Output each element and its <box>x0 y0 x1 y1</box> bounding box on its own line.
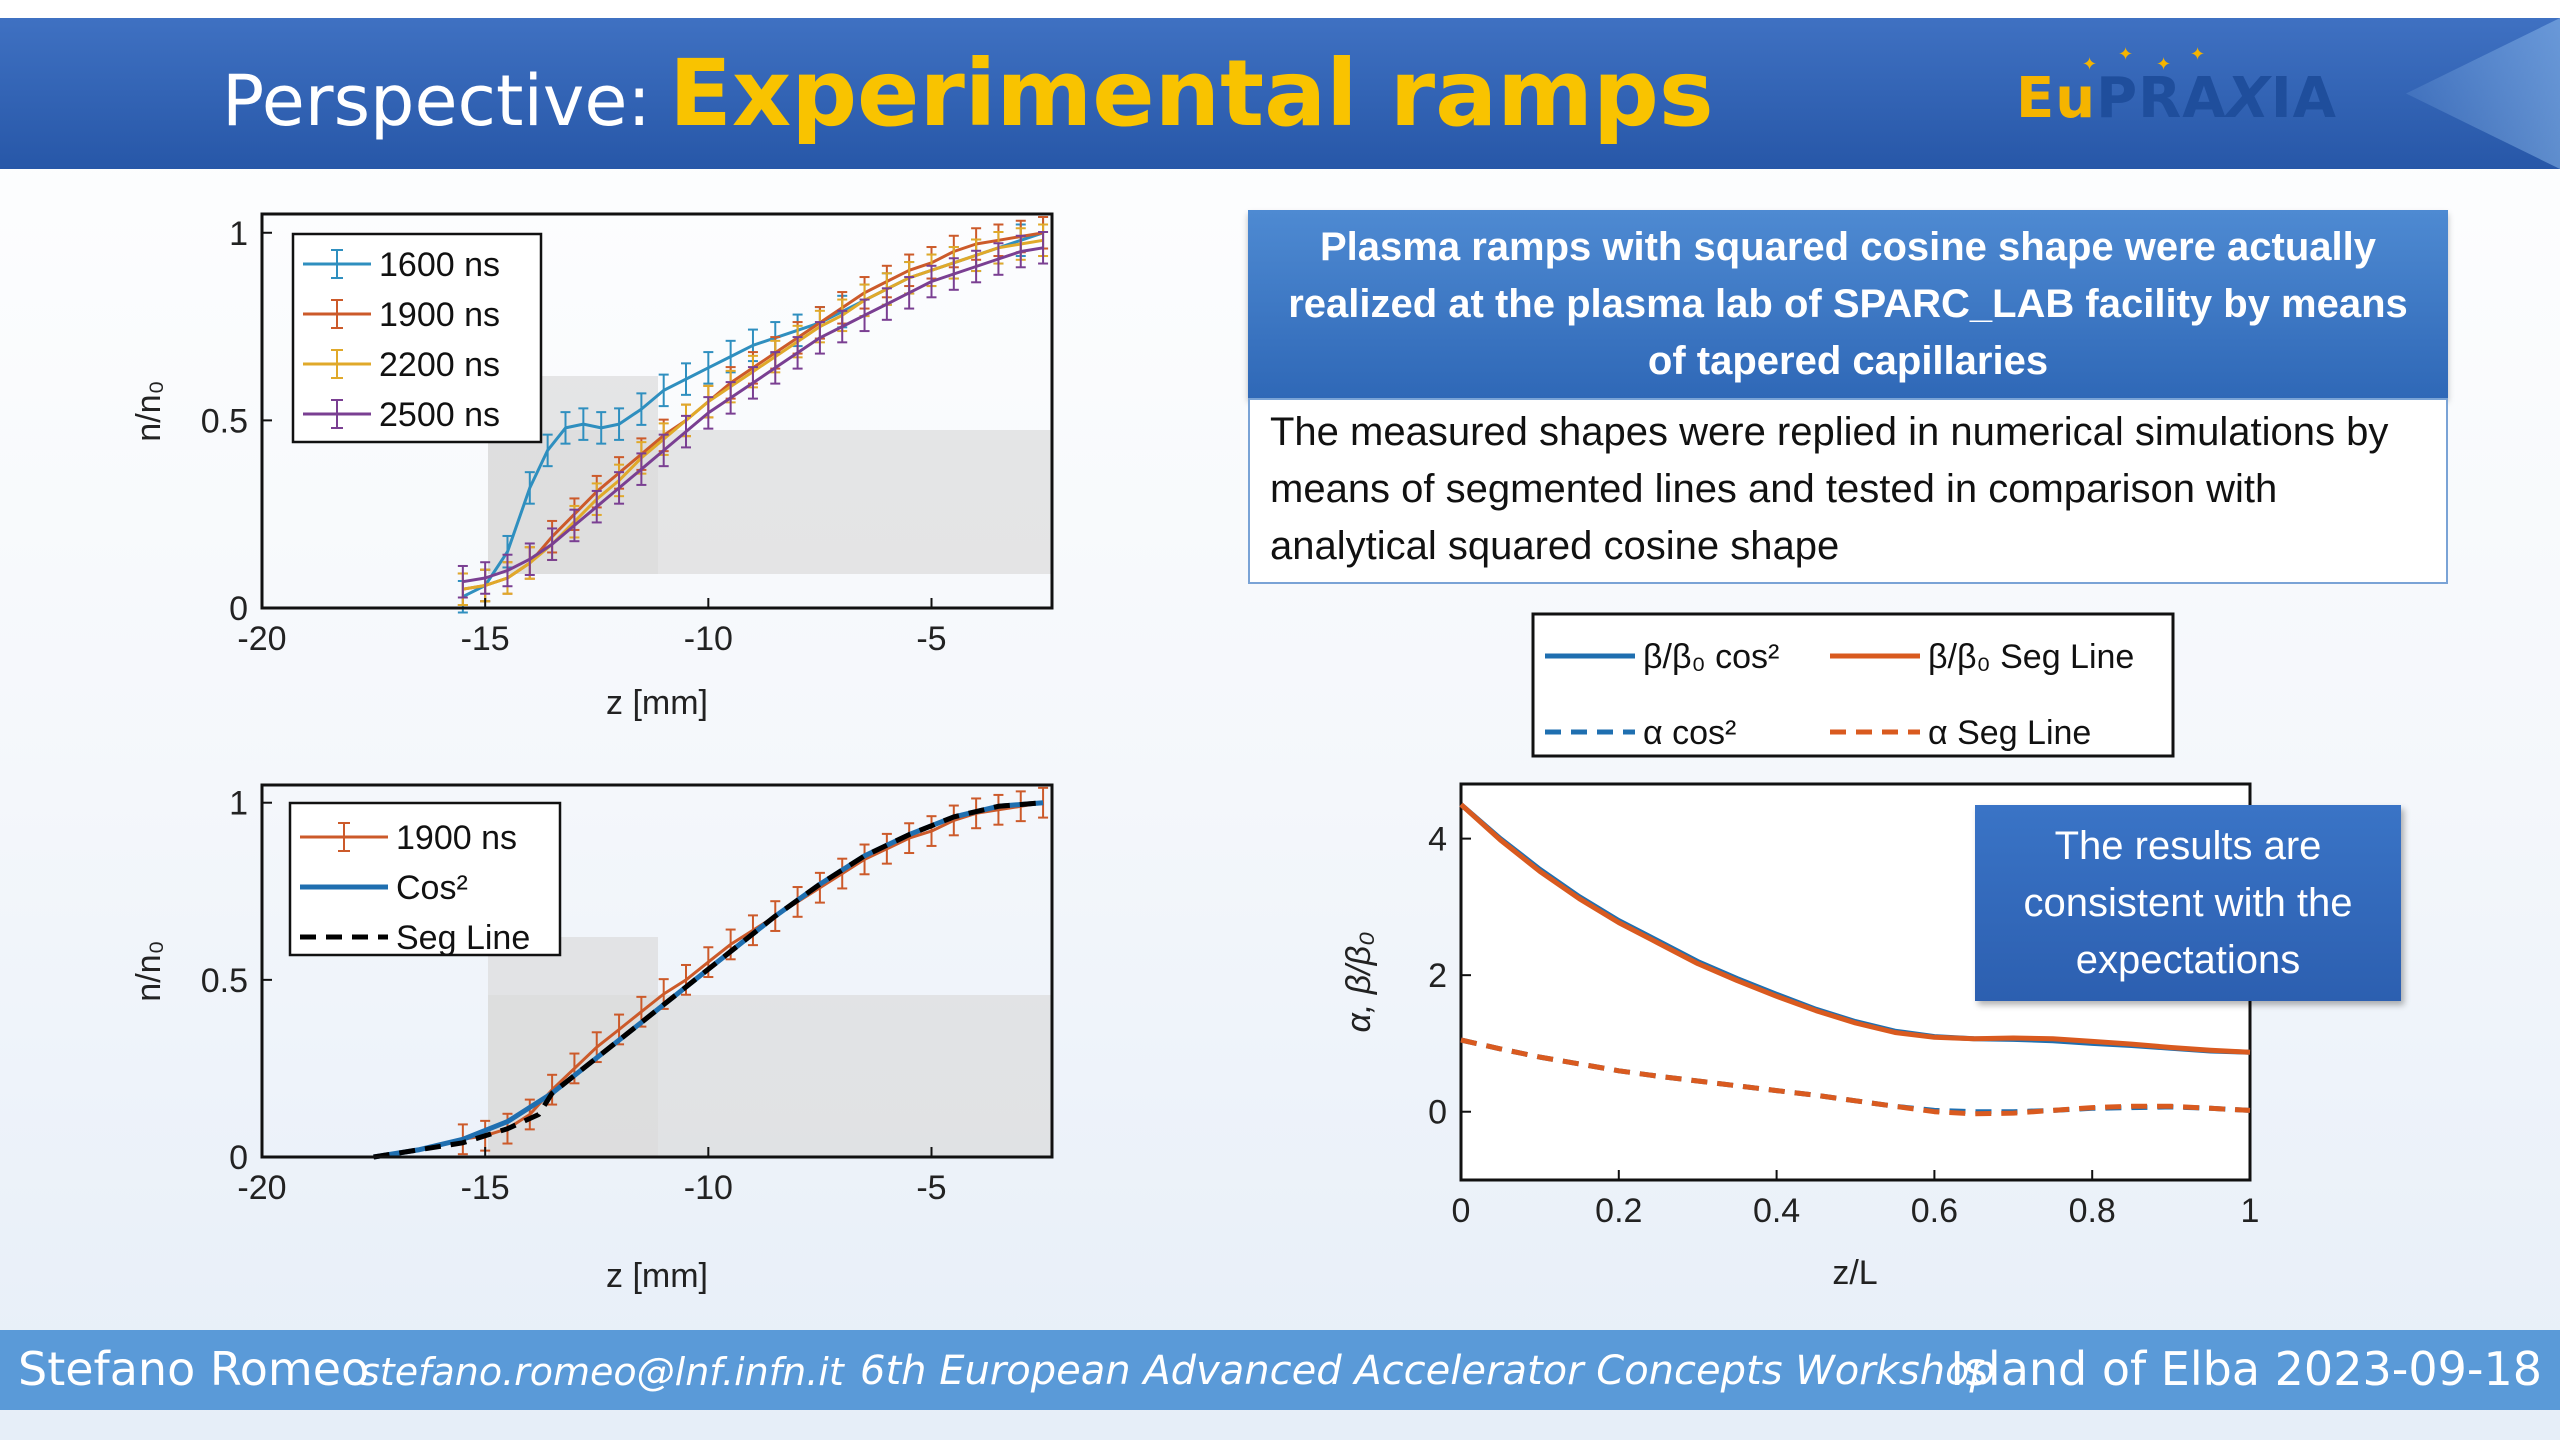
x-tick-label: 0.4 <box>1753 1192 1800 1230</box>
y-tick-label: 1 <box>229 215 248 253</box>
legend: β/β₀ cos² β/β₀ Seg Line α cos² α Seg Line <box>1531 612 2175 758</box>
y-tick-label: 0.5 <box>201 402 248 440</box>
x-tick-label: 0.6 <box>1911 1192 1958 1230</box>
x-tick-label: 0.8 <box>2069 1192 2116 1230</box>
series-line <box>1459 802 2251 1055</box>
legend-label: α Seg Line <box>1928 714 2091 752</box>
y-axis-label: α, β/β₀ <box>1340 932 1378 1033</box>
bg-box-2 <box>488 995 1052 1157</box>
y-axis-label: n/n₀ <box>130 380 168 441</box>
legend-label: α cos² <box>1643 714 1736 752</box>
info-box-body: The measured shapes were replied in nume… <box>1248 398 2448 584</box>
legend-label: Cos² <box>396 869 468 907</box>
logo-star: ✦ <box>2082 54 2098 74</box>
author-email: stefano.romeo@lnf.infn.it <box>360 1350 844 1394</box>
x-axis-label: z [mm] <box>606 1257 708 1295</box>
legend-label: 1600 ns <box>379 246 500 284</box>
footer-bar: Stefano Romeo stefano.romeo@lnf.infn.it … <box>0 1330 2560 1410</box>
author-name: Stefano Romeo <box>18 1342 370 1396</box>
logo-text-pra: PRA <box>2096 66 2227 131</box>
eupraxia-logo: ✦ ✦ ✦ ✦ EuPRAXIA <box>2010 40 2336 160</box>
y-tick-label: 1 <box>229 785 248 823</box>
x-tick-label: -10 <box>684 620 733 658</box>
x-tick-label: 1 <box>2241 1192 2260 1230</box>
x-tick-label: -20 <box>237 620 286 658</box>
x-tick-label: 0 <box>1452 1192 1471 1230</box>
logo-text-ia: IA <box>2270 66 2338 131</box>
x-tick-label: 0.2 <box>1595 1192 1642 1230</box>
x-axis-label: z [mm] <box>606 684 708 722</box>
x-axis-label: z/L <box>1832 1254 1877 1292</box>
series-line <box>1460 1037 2251 1117</box>
y-tick-label: 4 <box>1428 821 1447 859</box>
axes-frame <box>260 212 1054 610</box>
callout-text: The results are consistent with the expe… <box>2023 823 2353 982</box>
legend-label: β/β₀ cos² <box>1643 638 1779 676</box>
x-tick-label: -15 <box>461 1169 510 1207</box>
title-prefix: Perspective: <box>222 60 651 142</box>
y-tick-label: 0 <box>229 590 248 628</box>
title-bar <box>0 18 2560 169</box>
y-tick-label: 2 <box>1428 957 1447 995</box>
series-line <box>373 800 1044 1160</box>
legend: 1900 ns Cos² Seg Line <box>288 801 562 957</box>
x-tick-label: -5 <box>916 1169 946 1207</box>
logo-text-eu: Eu <box>2016 66 2097 131</box>
ramp-comparison-plot: -20 -15 -10 -5 0 0.5 1 z [mm] n/n₀ 1900 ns Cos²… <box>130 783 1054 1295</box>
logo-text-x: X <box>2226 66 2271 131</box>
x-tick-label: -20 <box>237 1169 286 1207</box>
legend-label: β/β₀ Seg Line <box>1928 638 2134 676</box>
logo-star: ✦ <box>2190 44 2206 64</box>
legend-label: 1900 ns <box>396 819 517 857</box>
legend: 1600 ns 1900 ns 2200 ns 2500 ns <box>291 232 543 444</box>
y-tick-label: 0 <box>1428 1094 1447 1132</box>
axes-frame <box>260 783 1054 1159</box>
legend-label: 1900 ns <box>379 296 500 334</box>
title-main: Experimental ramps <box>669 40 1714 147</box>
conference-name: 6th European Advanced Accelerator Concep… <box>860 1348 1995 1394</box>
bg-box-2 <box>488 430 1052 574</box>
legend-label: 2200 ns <box>379 346 500 384</box>
x-tick-label: -15 <box>461 620 510 658</box>
legend-label: 2500 ns <box>379 396 500 434</box>
results-callout: The results are consistent with the expe… <box>1975 805 2401 1001</box>
x-tick-label: -10 <box>684 1169 733 1207</box>
info-box-header: Plasma ramps with squared cosine shape w… <box>1248 210 2448 398</box>
y-axis-label: n/n₀ <box>130 940 168 1001</box>
logo-star: ✦ <box>2156 54 2172 74</box>
slide-title: Perspective: Experimental ramps <box>222 40 1714 147</box>
y-tick-label: 0 <box>229 1139 248 1177</box>
legend-label: Seg Line <box>396 919 530 957</box>
logo-star: ✦ <box>2118 44 2134 64</box>
y-tick-label: 0.5 <box>201 962 248 1000</box>
place-date: Island of Elba 2023-09-18 <box>1950 1342 2542 1396</box>
x-tick-label: -5 <box>916 620 946 658</box>
header-decoration <box>2406 18 2560 169</box>
measured-ramps-plot: -20 -15 -10 -5 0 0.5 1 z [mm] n/n₀ 1600 ns 1900… <box>130 212 1054 722</box>
